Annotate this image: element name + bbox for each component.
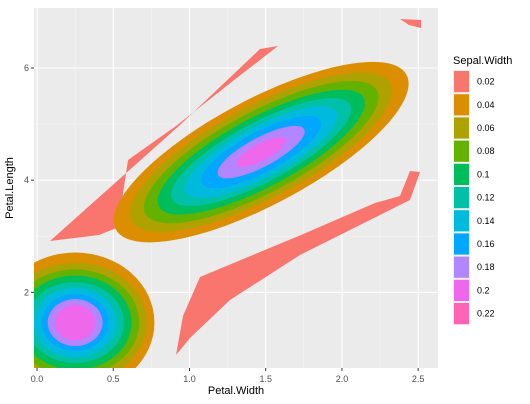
y-tick-label: 2 bbox=[24, 287, 29, 297]
legend-swatch bbox=[454, 163, 469, 185]
y-tick-label: 6 bbox=[24, 63, 29, 73]
legend-label: 0.18 bbox=[477, 262, 495, 272]
contour-band-0.02-lower-right-sliver bbox=[176, 171, 420, 355]
x-tick-label: 0.0 bbox=[31, 374, 44, 384]
legend-swatch bbox=[454, 256, 469, 278]
legend-swatch bbox=[454, 279, 469, 301]
y-axis-title: Petal.Length bbox=[4, 157, 16, 219]
legend-label: 0.22 bbox=[477, 309, 495, 319]
density-clusters bbox=[34, 61, 409, 368]
legend-swatch bbox=[454, 117, 469, 139]
legend-label: 0.06 bbox=[477, 123, 495, 133]
legend-title: Sepal.Width bbox=[453, 55, 512, 67]
x-tick-label: 1.5 bbox=[259, 374, 272, 384]
legend-label: 0.02 bbox=[477, 77, 495, 87]
x-tick-label: 1.0 bbox=[183, 374, 196, 384]
legend-label: 0.12 bbox=[477, 193, 495, 203]
legend-label: 0.08 bbox=[477, 146, 495, 156]
legend-swatch bbox=[454, 303, 469, 325]
legend-label: 0.14 bbox=[477, 216, 495, 226]
x-axis-title: Petal.Width bbox=[208, 385, 264, 397]
legend-swatch bbox=[454, 210, 469, 232]
x-tick-label: 0.5 bbox=[107, 374, 120, 384]
contour-band-0.02-upper-right-cap bbox=[400, 19, 421, 28]
legend-label: 0.2 bbox=[477, 285, 490, 295]
legend-swatch bbox=[454, 71, 469, 93]
contour-band-0.02-upper-left-sliver bbox=[50, 46, 278, 241]
legend: Sepal.Width 0.02 0.04 0.06 0.08 0.1 0.12 0.14 0… bbox=[453, 55, 512, 326]
axes: 0.0 0.5 1.0 1.5 2.0 2.5 2 4 6 bbox=[24, 63, 424, 384]
legend-swatch bbox=[454, 233, 469, 255]
legend-label: 0.04 bbox=[477, 100, 495, 110]
legend-label: 0.1 bbox=[477, 169, 490, 179]
contour-band-cluster2-level-0.2 bbox=[236, 137, 286, 167]
contour-bands bbox=[50, 19, 421, 355]
contour-band-cluster1-level-0.2 bbox=[55, 304, 95, 341]
x-tick-label: 2.0 bbox=[336, 374, 349, 384]
x-tick-label: 2.5 bbox=[412, 374, 425, 384]
legend-swatch bbox=[454, 187, 469, 209]
legend-swatch bbox=[454, 140, 469, 162]
legend-label: 0.16 bbox=[477, 239, 495, 249]
legend-swatch bbox=[454, 94, 469, 116]
y-tick-label: 4 bbox=[24, 175, 29, 185]
